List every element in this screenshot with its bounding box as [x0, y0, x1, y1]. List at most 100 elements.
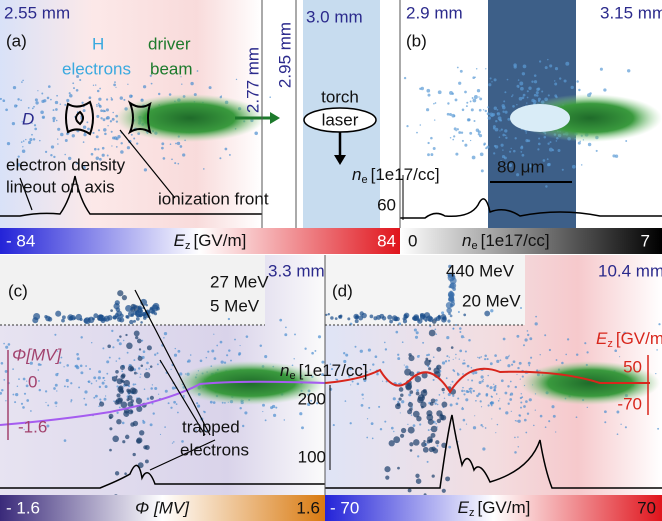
particle: [382, 361, 385, 364]
particle: [66, 98, 70, 103]
particle: [70, 382, 73, 385]
particle: [75, 313, 83, 321]
particle: [412, 410, 420, 418]
particle: [111, 376, 118, 382]
particle: [85, 365, 88, 367]
annotation: driver: [148, 34, 191, 53]
particle: [462, 373, 464, 375]
particle: [203, 410, 206, 414]
particle: [491, 418, 493, 420]
particle: [107, 125, 109, 127]
particle: [208, 86, 212, 90]
particle: [88, 96, 92, 100]
particle: [216, 344, 219, 347]
particle: [47, 85, 51, 88]
particle: [462, 362, 465, 365]
particle: [117, 397, 123, 403]
particle: [489, 362, 493, 366]
particle: [552, 414, 556, 418]
unit: [1e17/cc]: [481, 231, 550, 250]
particle: [502, 133, 506, 137]
particle: [56, 350, 59, 352]
particle: [130, 133, 133, 136]
particle: [90, 341, 93, 344]
position-label: 3.15 mm: [600, 3, 662, 22]
particle: [522, 344, 526, 347]
particle: [461, 407, 464, 411]
particle: [519, 81, 524, 86]
particle: [343, 359, 347, 364]
particle: [140, 364, 144, 368]
particle: [136, 405, 143, 412]
particle: [554, 94, 558, 98]
particle: [146, 361, 149, 365]
particle: [407, 402, 413, 408]
particle: [514, 137, 517, 140]
particle: [571, 164, 576, 169]
particle: [480, 406, 483, 408]
particle: [577, 141, 581, 145]
particle: [132, 452, 136, 457]
particle: [118, 342, 122, 346]
particle: [112, 111, 114, 114]
particle: [379, 313, 385, 319]
particle: [25, 138, 27, 141]
particle: [655, 372, 657, 375]
particle: [80, 336, 83, 339]
particle: [140, 321, 143, 324]
particle: [100, 117, 103, 120]
particle: [575, 416, 578, 419]
particle: [241, 424, 245, 428]
particle: [445, 476, 451, 482]
particle: [269, 96, 271, 98]
particle: [69, 316, 73, 321]
particle: [81, 101, 84, 104]
particle: [113, 83, 116, 87]
particle: [465, 398, 469, 402]
particle: [470, 387, 473, 390]
particle: [471, 97, 474, 99]
particle: [204, 430, 207, 433]
density-lineout: [400, 198, 662, 219]
particle: [171, 158, 173, 161]
particle: [115, 369, 119, 374]
particle: [254, 131, 258, 136]
particle: [104, 379, 106, 382]
particle: [547, 142, 550, 145]
particle: [408, 353, 412, 357]
particle: [413, 328, 417, 332]
particle: [127, 83, 129, 85]
particle: [116, 393, 121, 398]
particle: [489, 386, 493, 390]
particle: [57, 372, 59, 375]
particle: [120, 401, 128, 409]
particle: [311, 351, 314, 355]
particle: [542, 159, 546, 162]
particle: [509, 380, 512, 383]
particle: [196, 70, 199, 72]
particle: [61, 318, 65, 323]
particle: [294, 333, 296, 336]
particle: [207, 350, 210, 353]
particle: [5, 345, 9, 349]
particle: [441, 361, 446, 365]
particle: [452, 394, 455, 397]
particle: [142, 420, 146, 424]
particle: [109, 427, 113, 431]
particle: [441, 401, 448, 408]
particle: [115, 307, 121, 312]
particle: [458, 358, 460, 360]
particle: [102, 118, 106, 122]
arrow-head: [334, 155, 346, 165]
particle: [111, 329, 114, 333]
particle: [432, 448, 439, 454]
particle: [500, 379, 504, 383]
particle: [460, 131, 464, 134]
particle: [17, 98, 20, 101]
particle: [517, 446, 520, 448]
particle: [447, 319, 451, 323]
particle: [455, 357, 457, 359]
particle: [98, 405, 100, 408]
particle: [12, 85, 17, 90]
particle: [422, 341, 425, 344]
